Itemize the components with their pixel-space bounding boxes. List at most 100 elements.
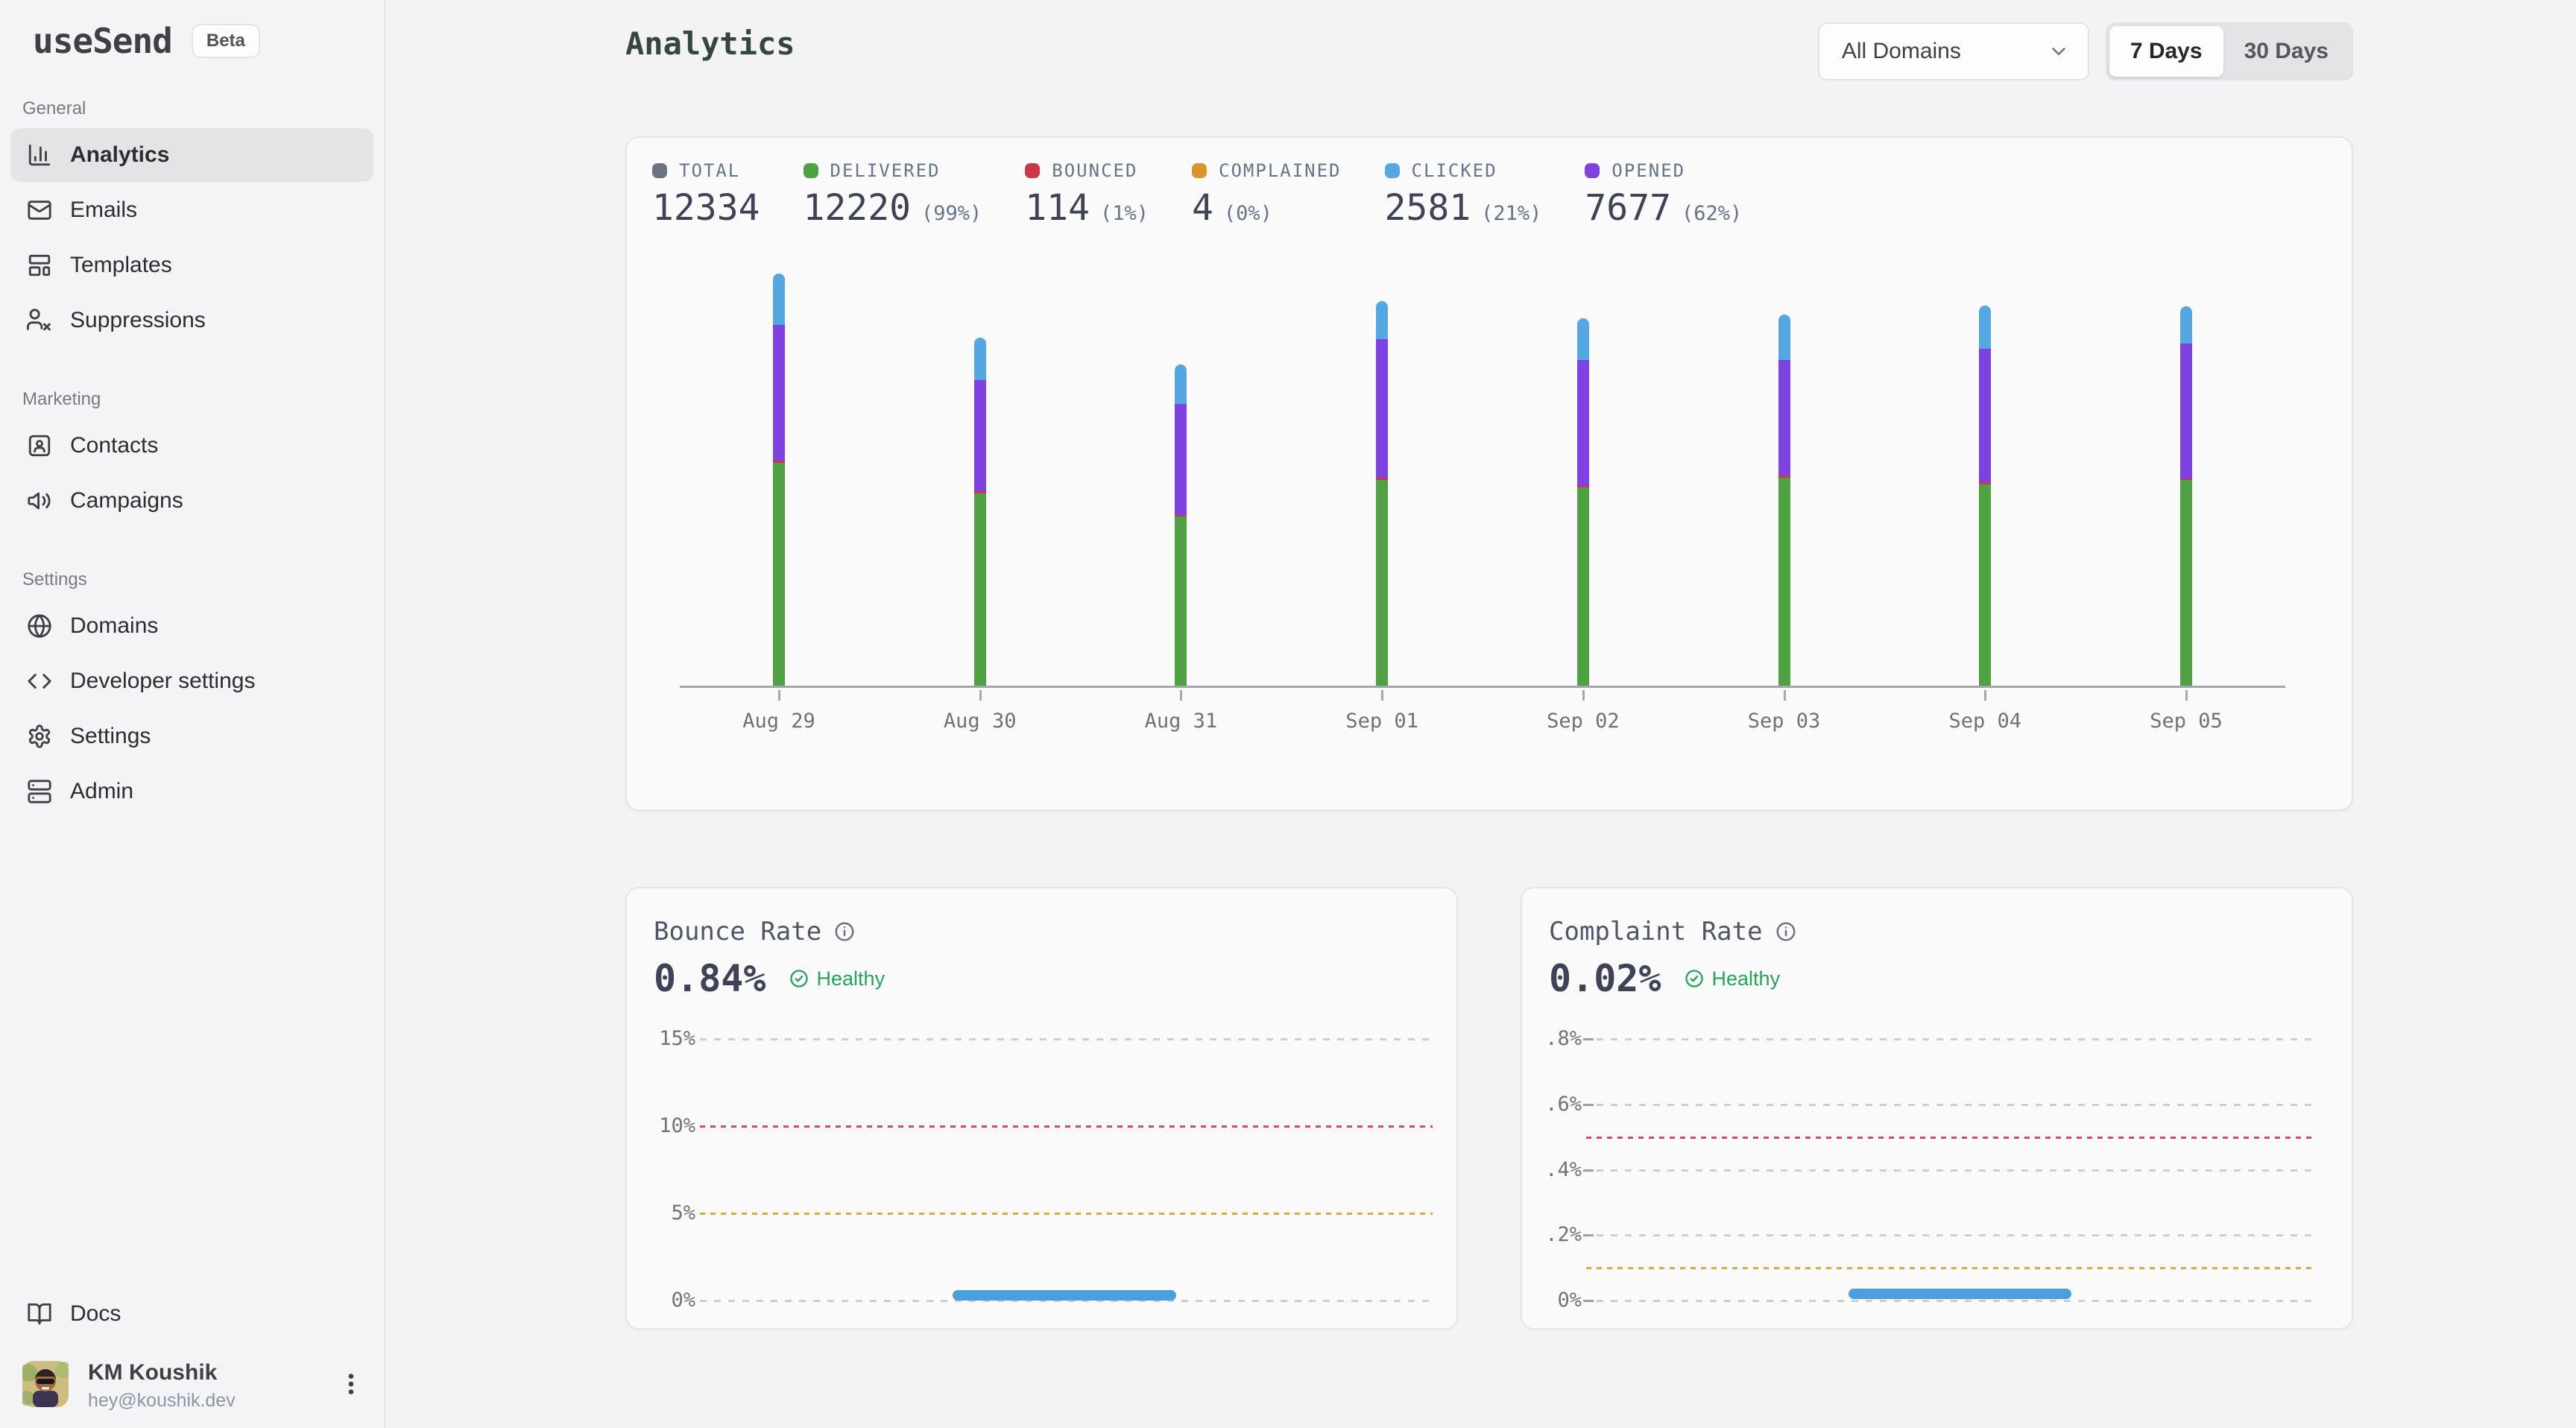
stat-opened: OPENED 7677 (62%): [1585, 160, 1742, 229]
bar-segment-bounced: [773, 461, 785, 464]
user-menu-button[interactable]: [338, 1371, 364, 1401]
x-axis-tick: [2185, 690, 2188, 701]
stat-values: 12334: [652, 187, 760, 229]
sidebar-item-label: Contacts: [70, 433, 159, 458]
bar-sep-04[interactable]: [1979, 306, 1992, 686]
stat-head: OPENED: [1585, 160, 1742, 181]
bar-sep-02[interactable]: [1576, 318, 1589, 686]
bar-segment-delivered: [1778, 477, 1790, 686]
complaint-rate-status: Healthy: [1684, 967, 1780, 991]
stat-values: 12220 (99%): [804, 187, 982, 229]
bounce-rate-title: Bounce Rate: [654, 917, 856, 947]
y-axis-label: 0%: [1557, 1289, 1582, 1312]
date-range-toggle: 7 Days 30 Days: [2105, 22, 2353, 80]
bar-segment-opened: [2180, 344, 2192, 478]
bar-sep-05[interactable]: [2180, 306, 2192, 686]
layout-template-icon: [27, 253, 52, 278]
server-icon: [27, 779, 52, 804]
rate-line-segment: [953, 1289, 1176, 1301]
bounce-rate-value-row: 0.84% Healthy: [654, 957, 885, 1000]
sidebar-item-analytics[interactable]: Analytics: [10, 128, 373, 182]
x-axis-label: Sep 01: [1345, 710, 1418, 733]
sidebar-item-label: Suppressions: [70, 308, 206, 332]
sidebar-item-settings[interactable]: Settings: [10, 710, 373, 763]
stat-values: 7677 (62%): [1585, 187, 1742, 229]
gridline-15pct: [700, 1038, 1433, 1040]
bar-segment-bounced: [973, 491, 986, 493]
bar-sep-01[interactable]: [1376, 300, 1389, 686]
bar-segment-opened: [973, 379, 986, 492]
bar-segment-opened: [1175, 404, 1187, 515]
user-meta: KM Koushik hey@koushik.dev: [88, 1360, 338, 1412]
complaint-rate-title: Complaint Rate: [1549, 917, 1797, 947]
sidebar-item-emails[interactable]: Emails: [10, 183, 373, 237]
sidebar-item-contacts[interactable]: Contacts: [10, 419, 373, 473]
bar-segment-bounced: [1175, 514, 1187, 517]
bounce-status-label: Healthy: [816, 967, 886, 990]
bar-segment-clicked: [1778, 314, 1790, 361]
range-option-30-days[interactable]: 30 Days: [2244, 39, 2329, 63]
y-axis-tick: [1583, 1103, 1594, 1106]
stat-complained: COMPLAINED 4 (0%): [1192, 160, 1342, 229]
sidebar-item-label: Developer settings: [70, 669, 256, 693]
y-axis-label: .8%: [1545, 1027, 1582, 1050]
stat-label: COMPLAINED: [1219, 160, 1342, 181]
legend-dot-delivered: [803, 163, 818, 178]
legend-dot-clicked: [1384, 163, 1400, 178]
stat-values: 4 (0%): [1192, 187, 1342, 229]
y-axis-tick: [1583, 1300, 1594, 1302]
y-axis-label: 10%: [659, 1114, 695, 1137]
y-axis-label: 5%: [671, 1201, 695, 1225]
stat-values: 114 (1%): [1025, 187, 1149, 229]
bar-aug-31[interactable]: [1175, 364, 1187, 686]
stat-values: 2581 (21%): [1385, 187, 1542, 229]
range-option-7-days[interactable]: 7 Days: [2109, 26, 2223, 77]
sidebar-item-label: Campaigns: [70, 488, 183, 513]
sidebar-item-domains[interactable]: Domains: [10, 599, 373, 653]
stat-value: 2581: [1384, 187, 1471, 229]
bar-aug-30[interactable]: [973, 338, 986, 686]
y-axis-tick: [1583, 1038, 1594, 1040]
nav-section-label: General: [22, 98, 86, 119]
bar-aug-29[interactable]: [773, 274, 785, 686]
avatar: [19, 1361, 72, 1411]
sidebar-item-docs[interactable]: Docs: [10, 1287, 372, 1341]
bar-segment-delivered: [1376, 479, 1389, 686]
sidebar-item-admin[interactable]: Admin: [10, 765, 373, 818]
bounce-rate-status: Healthy: [789, 967, 886, 991]
stat-label: DELIVERED: [830, 160, 941, 181]
x-axis-tick: [1381, 690, 1384, 701]
sidebar-item-label: Emails: [70, 198, 138, 222]
sidebar-item-developer-settings[interactable]: Developer settings: [10, 654, 373, 708]
sidebar-item-campaigns[interactable]: Campaigns: [10, 474, 373, 528]
stat-percentage: (1%): [1099, 202, 1149, 225]
bar-sep-03[interactable]: [1778, 314, 1790, 686]
sidebar-item-suppressions[interactable]: Suppressions: [10, 294, 373, 347]
main-content: Analytics All Domains 7 Days 30 Days TOTA…: [385, 0, 2576, 1428]
legend-dot-complained: [1192, 163, 1208, 178]
stat-bounced: BOUNCED 114 (1%): [1025, 160, 1149, 229]
x-axis-tick: [1582, 690, 1585, 701]
sidebar-item-templates[interactable]: Templates: [10, 238, 373, 292]
bar-segment-clicked: [1576, 318, 1589, 361]
stat-head: COMPLAINED: [1192, 160, 1342, 181]
stat-value: 7677: [1585, 187, 1671, 229]
x-axis-tick: [1984, 690, 1987, 701]
bar-segment-opened: [1778, 360, 1790, 476]
stat-head: DELIVERED: [803, 160, 982, 181]
legend-dot-bounced: [1025, 163, 1041, 178]
stat-percentage: (21%): [1481, 202, 1542, 225]
check-circle-icon: [789, 970, 808, 988]
gridline-0pct: [700, 1300, 1433, 1302]
user-row[interactable]: KM Koushik hey@koushik.dev: [19, 1360, 364, 1412]
stat-percentage: (0%): [1223, 202, 1272, 225]
gridline-0pct: [1597, 1300, 2316, 1302]
nav-section-marketing: Marketing Contacts Campaigns: [0, 389, 384, 528]
domain-filter-value: All Domains: [1841, 39, 1961, 63]
domain-filter-select[interactable]: All Domains: [1817, 22, 2089, 80]
nav-section-label: Settings: [22, 569, 87, 590]
stat-value: 4: [1192, 187, 1213, 229]
x-axis-label: Sep 04: [1948, 710, 2022, 733]
mail-icon: [27, 198, 52, 223]
bar-segment-delivered: [1979, 484, 1992, 686]
